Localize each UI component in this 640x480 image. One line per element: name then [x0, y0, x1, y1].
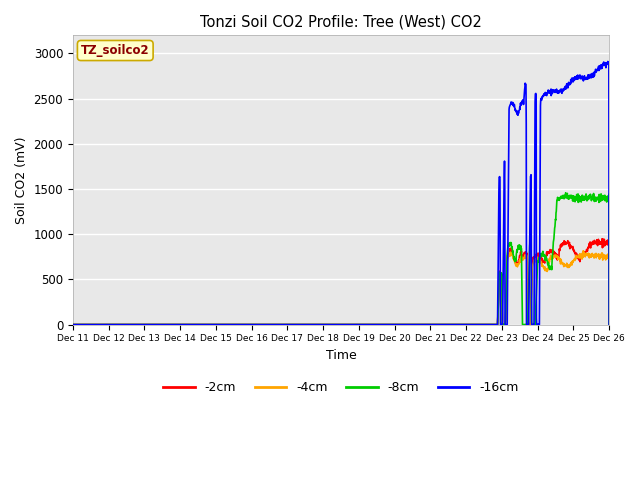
Legend: -2cm, -4cm, -8cm, -16cm: -2cm, -4cm, -8cm, -16cm	[158, 376, 524, 399]
Title: Tonzi Soil CO2 Profile: Tree (West) CO2: Tonzi Soil CO2 Profile: Tree (West) CO2	[200, 15, 482, 30]
Y-axis label: Soil CO2 (mV): Soil CO2 (mV)	[15, 136, 28, 224]
Text: TZ_soilco2: TZ_soilco2	[81, 44, 150, 57]
X-axis label: Time: Time	[326, 349, 356, 362]
